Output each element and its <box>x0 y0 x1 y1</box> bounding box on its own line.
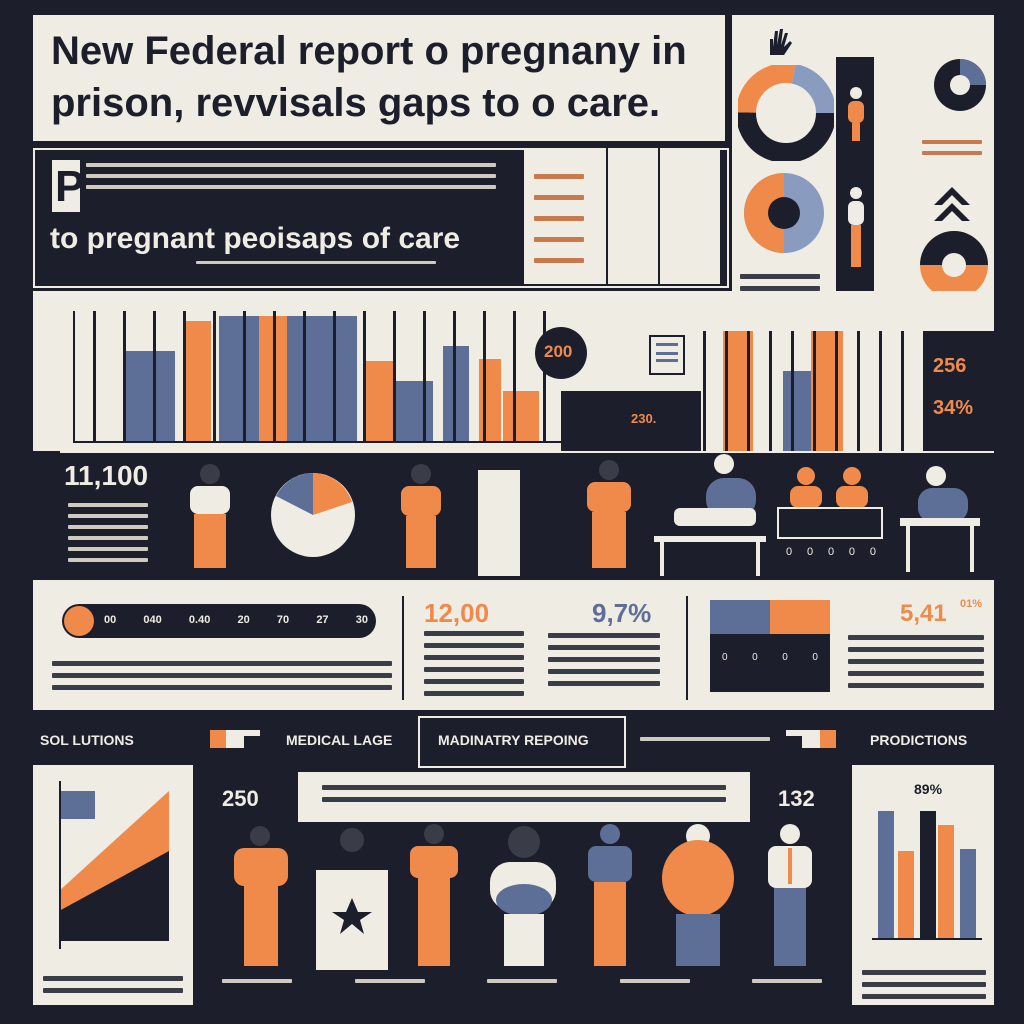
dropcap: P <box>52 160 84 212</box>
right-value: 132 <box>778 786 815 811</box>
nav-mandatory[interactable]: MADINATRY REPOING <box>438 732 589 748</box>
count-caption <box>68 496 148 569</box>
y-axis <box>73 311 75 441</box>
donut-chart-3 <box>736 165 832 266</box>
mid-value-3: 5,41 <box>900 600 947 627</box>
pointing-hand-icon-left <box>210 726 262 757</box>
big-count: 11,100 <box>64 460 149 491</box>
stats-text-left <box>52 654 392 697</box>
mini-table-rows <box>534 158 584 279</box>
circle-stat: 200 <box>535 327 587 379</box>
prison-bars <box>93 311 553 441</box>
nav-solutions[interactable]: SOL LUTIONS <box>40 732 134 748</box>
stat-block-dark <box>561 391 701 451</box>
right-bar-chart <box>872 801 982 946</box>
right-stat-2: 34% <box>933 397 974 419</box>
right-chart-panel: 89% <box>852 765 994 1005</box>
bottom-figures <box>208 824 828 974</box>
cell-door <box>478 470 520 576</box>
mini-table-divider-2 <box>658 148 660 284</box>
nav-box <box>418 716 626 768</box>
bar-chart-panel: 200 230. 256 34% <box>33 291 994 451</box>
bottom-captions <box>222 972 822 990</box>
intro-footer <box>196 254 436 271</box>
right-caption-1 <box>922 133 982 162</box>
subhead: to pregnant peoisaps of care <box>50 222 461 255</box>
progress-knob <box>64 606 94 636</box>
x-axis <box>73 441 593 443</box>
bottom-text-panel <box>298 772 750 822</box>
progress-track <box>62 604 376 638</box>
right-text <box>848 628 984 695</box>
mini-table <box>524 148 720 284</box>
divider-2 <box>686 596 688 700</box>
mid-value-1: 12,00 <box>424 598 490 628</box>
mid-value-3-suffix: 01% <box>960 598 983 610</box>
donut-chart-4 <box>918 229 990 306</box>
left-chart-caption <box>43 969 183 1000</box>
right-stat-1: 256 <box>933 355 967 377</box>
page-title-line1: New Federal report o pregnany in <box>51 29 687 73</box>
top-right-panel <box>732 15 994 345</box>
right-bars <box>703 331 925 451</box>
chart-pct: 89% <box>914 781 943 797</box>
progress-labels: 00 040 0.40 20 70 27 30 <box>104 614 368 626</box>
pie-chart-figure <box>268 470 358 565</box>
nav-predictions[interactable]: PRODICTIONS <box>870 732 968 748</box>
divider <box>402 596 404 700</box>
nav-caption <box>640 730 770 748</box>
figure-orange-2 <box>582 458 636 579</box>
hospital-bed-figure <box>646 452 766 581</box>
left-area-chart <box>59 781 179 956</box>
hand-icon <box>762 25 798 61</box>
intro-text <box>86 156 496 196</box>
nav-medical[interactable]: MEDICAL LAGE <box>286 732 393 748</box>
person-figure-white <box>844 185 868 280</box>
small-stat: 230. <box>631 411 657 426</box>
right-chart-caption <box>862 963 986 1006</box>
person-figure-orange <box>844 85 868 150</box>
right-stat-panel <box>925 331 994 451</box>
mid-text-2 <box>548 626 660 693</box>
donut-chart-1 <box>736 63 836 166</box>
seated-figure <box>896 462 986 579</box>
pointing-hand-icon-right <box>784 726 836 757</box>
mini-table-divider <box>606 148 608 284</box>
donut-chart-2 <box>928 25 992 126</box>
figure-orange-1 <box>396 462 446 579</box>
left-chart-panel <box>33 765 193 1005</box>
left-value: 250 <box>222 786 259 811</box>
arrow-up-icon <box>930 183 974 232</box>
figure-white-shirt <box>182 462 238 579</box>
page-title-line2: prison, revvisals gaps to o care. <box>51 81 661 125</box>
desk-figures <box>776 462 884 568</box>
document-icon <box>649 335 685 375</box>
header-panel: New Federal report o pregnany in prison,… <box>33 15 725 141</box>
mid-value-2: 9,7% <box>592 598 652 628</box>
mid-text-1 <box>424 624 524 703</box>
